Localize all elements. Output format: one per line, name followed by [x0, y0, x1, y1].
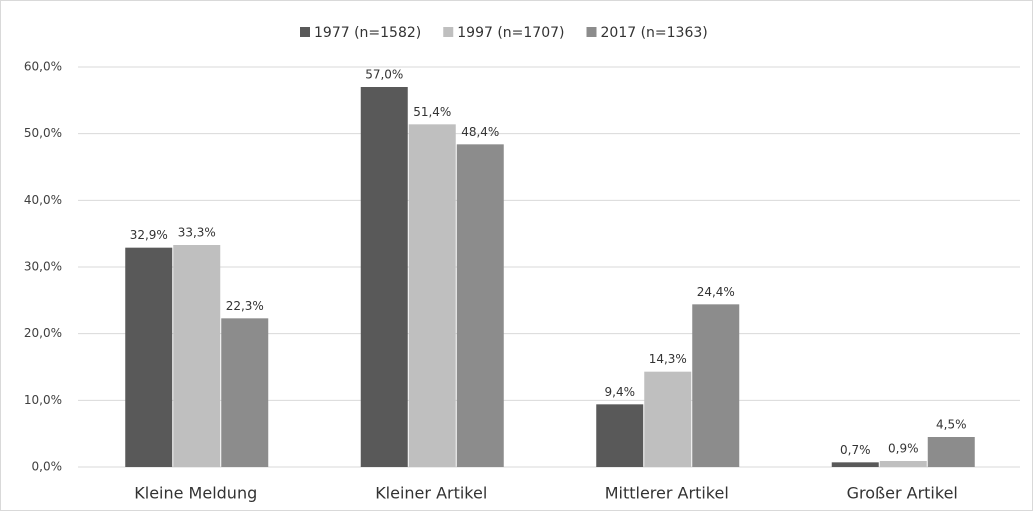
data-label: 0,9% — [888, 442, 919, 456]
data-label: 0,7% — [840, 443, 871, 457]
y-tick-label: 0,0% — [32, 460, 63, 474]
bar — [692, 304, 740, 467]
legend-swatch — [300, 27, 310, 37]
legend-label: 1997 (n=1707) — [457, 25, 564, 41]
y-tick-label: 50,0% — [24, 126, 62, 140]
data-label: 57,0% — [365, 68, 403, 82]
bar — [408, 124, 456, 467]
legend-label: 1977 (n=1582) — [314, 25, 421, 41]
bar — [927, 437, 975, 467]
data-label: 14,3% — [649, 352, 687, 366]
bar — [173, 245, 221, 467]
x-tick-label: Großer Artikel — [847, 484, 958, 503]
bar — [644, 371, 692, 467]
y-tick-label: 10,0% — [24, 393, 62, 407]
x-tick-label: Mittlerer Artikel — [605, 484, 729, 503]
data-label: 33,3% — [178, 226, 216, 240]
data-label: 24,4% — [697, 285, 735, 299]
data-label: 4,5% — [936, 418, 967, 432]
bar — [125, 247, 173, 467]
data-label: 9,4% — [605, 385, 636, 399]
bar — [456, 144, 504, 468]
legend-label: 2017 (n=1363) — [601, 25, 708, 41]
bar — [879, 461, 927, 467]
y-tick-label: 30,0% — [24, 260, 62, 274]
bar — [221, 318, 269, 467]
bar — [360, 87, 408, 467]
x-tick-label: Kleine Meldung — [134, 484, 257, 503]
bar — [596, 404, 644, 467]
bar — [831, 462, 879, 467]
legend-swatch — [586, 27, 597, 37]
data-label: 22,3% — [226, 299, 264, 313]
data-label: 51,4% — [413, 105, 451, 119]
data-label: 48,4% — [461, 125, 499, 139]
data-label: 32,9% — [130, 228, 168, 242]
y-tick-label: 40,0% — [24, 193, 62, 207]
y-tick-label: 20,0% — [24, 326, 62, 340]
legend-swatch — [443, 27, 454, 37]
y-tick-label: 60,0% — [24, 60, 62, 74]
x-tick-label: Kleiner Artikel — [375, 484, 487, 503]
